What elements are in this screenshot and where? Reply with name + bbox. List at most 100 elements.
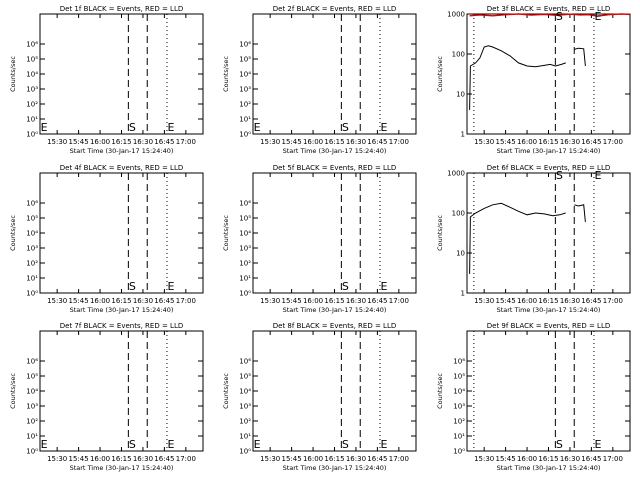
x-tick-label: 16:45	[367, 297, 387, 305]
plot-frame	[252, 13, 417, 135]
end-marker-label: E	[595, 10, 602, 23]
x-tick-label: 16:00	[90, 138, 110, 146]
x-axis-label: Start Time (30-Jan-17 15:24:40)	[283, 306, 387, 314]
x-tick-label: 16:30	[133, 455, 153, 463]
end-marker-label: E	[595, 169, 602, 182]
y-tick-label: 10⁴	[239, 388, 251, 396]
x-axis-label: Start Time (30-Jan-17 15:24:40)	[497, 464, 601, 472]
x-tick-label: 16:45	[581, 138, 601, 146]
x-tick-label: 16:30	[560, 297, 580, 305]
y-tick-label: 10¹	[26, 275, 38, 283]
y-tick-label: 1000	[447, 170, 465, 178]
chart-title: Det 1f BLACK = Events, RED = LLD	[60, 5, 183, 13]
x-tick-label: 15:45	[282, 455, 302, 463]
start-marker-label: S	[129, 438, 136, 451]
x-tick-label: 17:00	[389, 297, 409, 305]
start-marker-label: S	[342, 280, 349, 293]
start-marker-label: S	[342, 121, 349, 134]
x-tick-label: 16:30	[133, 297, 153, 305]
y-tick-label: 10⁶	[239, 358, 251, 366]
y-tick-label: 10⁶	[26, 41, 38, 49]
start-marker-label: S	[129, 280, 136, 293]
end-marker-label: E	[168, 438, 175, 451]
y-tick-label: 10²	[26, 418, 38, 426]
x-tick-label: 15:45	[69, 455, 89, 463]
x-tick-label: 15:30	[260, 138, 280, 146]
chart-panel-9: Det 9f BLACK = Events, RED = LLD 10⁰ 10¹ 10…	[436, 322, 631, 472]
start-marker-label: S	[556, 10, 563, 23]
plot-frame	[252, 330, 417, 452]
x-tick-label: 16:15	[538, 138, 558, 146]
chart-panel-6: Det 6f BLACK = Events, RED = LLD 1 10 100 10…	[436, 164, 631, 314]
x-tick-label: 17:00	[603, 455, 623, 463]
y-axis-label: Counts/sec	[9, 215, 17, 251]
x-tick-label: 16:45	[154, 138, 174, 146]
y-axis-label: Counts/sec	[222, 373, 230, 409]
y-axis-label: Counts/sec	[222, 215, 230, 251]
y-tick-label: 10³	[239, 86, 251, 94]
x-tick-label: 15:30	[260, 297, 280, 305]
y-tick-label: 10¹	[453, 433, 465, 441]
start-marker-label: S	[129, 121, 136, 134]
y-tick-label: 10	[456, 91, 465, 99]
x-tick-label: 17:00	[603, 138, 623, 146]
y-tick-label: 10²	[453, 418, 465, 426]
chart-title: Det 6f BLACK = Events, RED = LLD	[487, 164, 610, 172]
x-tick-label: 16:45	[154, 455, 174, 463]
y-tick-label: 10¹	[239, 116, 251, 124]
y-tick-label: 10²	[239, 418, 251, 426]
x-tick-label: 16:15	[324, 138, 344, 146]
x-tick-label: 16:30	[133, 138, 153, 146]
chart-title: Det 7f BLACK = Events, RED = LLD	[60, 322, 183, 330]
start-marker-label: S	[342, 438, 349, 451]
x-tick-label: 16:00	[517, 297, 537, 305]
x-axis-label: Start Time (30-Jan-17 15:24:40)	[70, 147, 174, 155]
lld-series-line	[469, 13, 631, 17]
x-tick-label: 16:15	[111, 455, 131, 463]
y-tick-label: 10⁰	[26, 290, 38, 298]
plot-frame	[39, 13, 204, 135]
y-tick-label: 10⁴	[239, 230, 251, 238]
y-tick-label: 10⁵	[26, 56, 38, 64]
chart-panel-8: Det 8f BLACK = Events, RED = LLD 10⁰ 10¹ 10…	[222, 322, 417, 472]
end-marker-label: E	[254, 438, 261, 451]
chart-title: Det 5f BLACK = Events, RED = LLD	[273, 164, 396, 172]
y-tick-label: 10²	[239, 260, 251, 268]
plot-frame	[39, 330, 204, 452]
x-tick-label: 16:00	[517, 455, 537, 463]
events-series-line	[469, 202, 566, 274]
x-tick-label: 16:00	[303, 138, 323, 146]
x-tick-label: 17:00	[389, 455, 409, 463]
y-tick-label: 10³	[239, 403, 251, 411]
end-marker-label: E	[41, 121, 48, 134]
x-tick-label: 17:00	[389, 138, 409, 146]
end-marker-label: E	[168, 280, 175, 293]
y-tick-label: 100	[452, 51, 465, 59]
events-series-line	[574, 204, 586, 222]
y-tick-label: 10⁵	[26, 373, 38, 381]
end-marker-label: E	[41, 438, 48, 451]
y-axis-label: Counts/sec	[9, 373, 17, 409]
x-tick-label: 15:30	[260, 455, 280, 463]
x-tick-label: 15:45	[69, 138, 89, 146]
y-tick-label: 10³	[26, 86, 38, 94]
y-tick-label: 10³	[26, 245, 38, 253]
y-tick-label: 10⁶	[239, 200, 251, 208]
x-tick-label: 16:15	[324, 455, 344, 463]
x-axis-label: Start Time (30-Jan-17 15:24:40)	[70, 306, 174, 314]
x-tick-label: 15:30	[474, 455, 494, 463]
y-tick-label: 10⁶	[26, 200, 38, 208]
x-axis-label: Start Time (30-Jan-17 15:24:40)	[283, 464, 387, 472]
y-tick-label: 10⁴	[453, 388, 465, 396]
chart-title: Det 4f BLACK = Events, RED = LLD	[60, 164, 183, 172]
x-tick-label: 17:00	[176, 455, 196, 463]
x-tick-label: 16:15	[111, 138, 131, 146]
y-tick-label: 10³	[453, 403, 465, 411]
chart-title: Det 8f BLACK = Events, RED = LLD	[273, 322, 396, 330]
x-tick-label: 16:15	[538, 297, 558, 305]
x-tick-label: 15:45	[496, 138, 516, 146]
chart-panel-7: Det 7f BLACK = Events, RED = LLD 10⁰ 10¹ 10…	[9, 322, 204, 472]
end-marker-label: E	[168, 121, 175, 134]
start-marker-label: S	[556, 438, 563, 451]
x-tick-label: 16:15	[111, 297, 131, 305]
